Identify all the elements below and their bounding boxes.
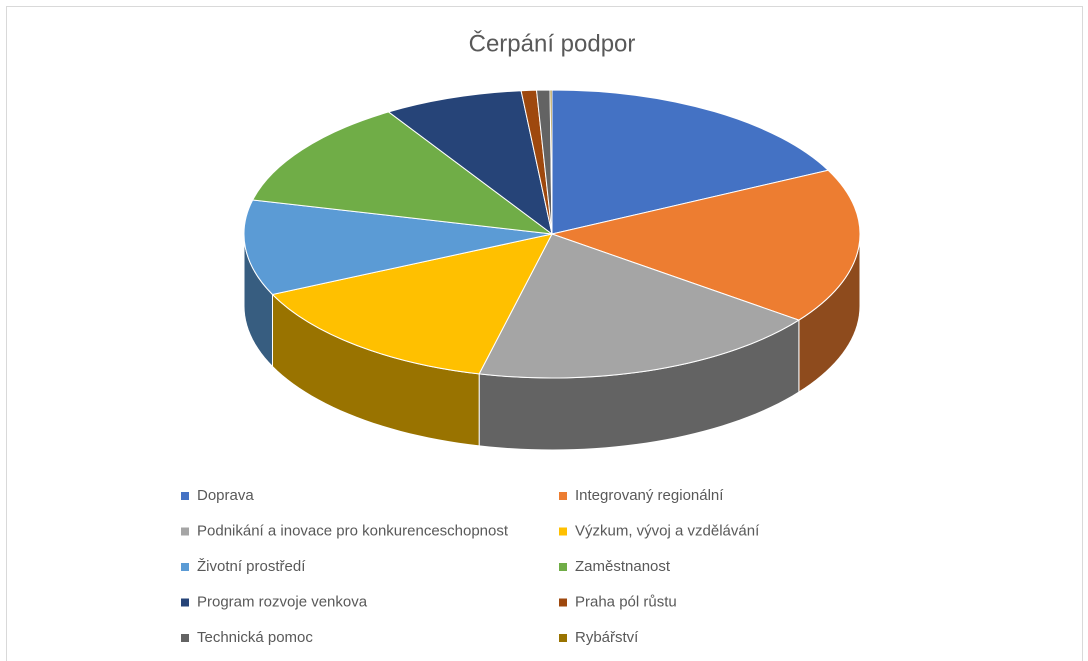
legend-label: Doprava [197,487,254,504]
legend-swatch [181,492,189,500]
legend-label: Podnikání a inovace pro konkurenceschopn… [197,522,509,539]
legend-label: Zaměstnanost [575,558,671,575]
legend-label: Životní prostředí [197,558,306,575]
slice [387,90,553,236]
slice [551,89,830,235]
legend-swatch [559,634,567,642]
legend-swatch [181,634,189,642]
slice [478,233,801,379]
slice [549,89,553,235]
slice [251,111,554,235]
legend-label: Integrovaný regionální [575,487,724,504]
legend-swatch [559,563,567,571]
legend-swatch [181,527,189,536]
legend-swatch [559,598,567,607]
legend-label: Praha pól růstu [575,593,677,610]
legend-label: Rybářství [575,629,639,646]
chart-title: Čerpání podpor [469,29,636,57]
legend-label: Technická pomoc [197,629,313,646]
slice [243,199,553,296]
slice [550,169,861,321]
legend-swatch [181,598,189,607]
slice [271,233,553,375]
legend-label: Program rozvoje venkova [197,593,368,610]
legend-swatch [181,563,189,571]
legend-swatch [559,492,567,500]
legend-label: Výzkum, vývoj a vzdělávání [575,522,760,539]
legend-swatch [559,527,567,536]
